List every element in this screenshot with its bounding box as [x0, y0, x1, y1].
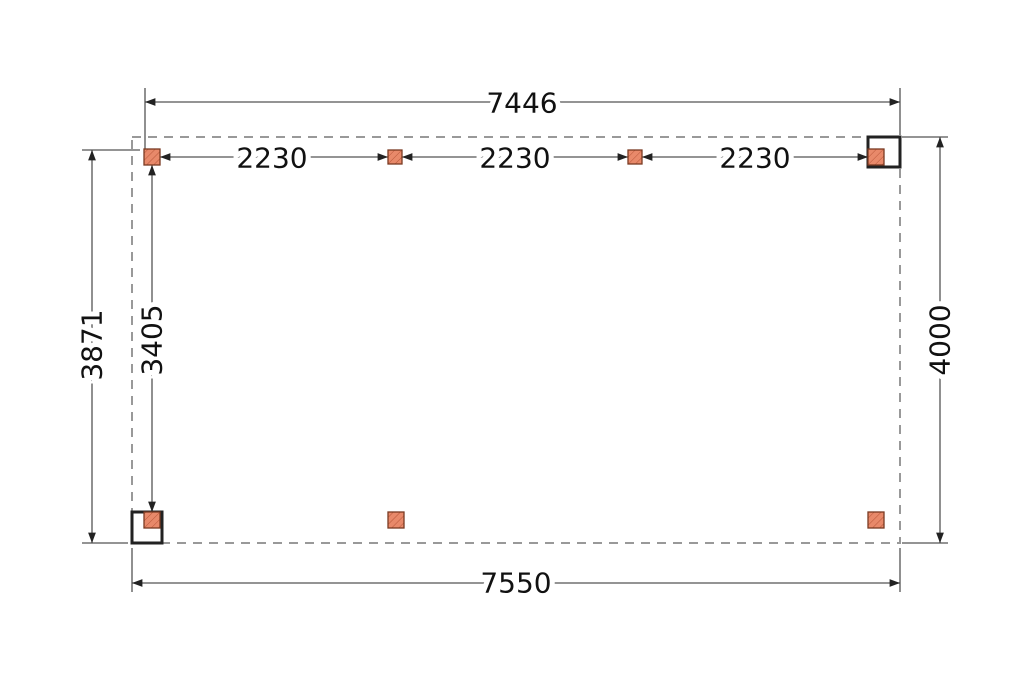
dimension-bottom-overall: 7550 — [131, 548, 901, 605]
dimension-post-spacing: 2230 2230 2230 — [160, 137, 868, 180]
dimension-left-inner: 3405 — [131, 165, 174, 512]
dimension-label: 2230 — [719, 142, 790, 175]
post — [867, 511, 885, 529]
roof-outline — [131, 136, 901, 544]
post — [387, 511, 405, 529]
post — [627, 149, 643, 165]
dimension-label: 3405 — [136, 304, 169, 375]
dimension-label: 4000 — [924, 304, 957, 375]
dimension-label: 3871 — [76, 309, 109, 380]
dimension-top-overall: 7446 — [144, 82, 901, 150]
post — [387, 149, 403, 165]
post — [143, 511, 161, 529]
dimension-label: 2230 — [236, 142, 307, 175]
post — [867, 148, 885, 166]
dimension-left-overall: 3871 — [71, 149, 140, 544]
dimension-right-overall: 4000 — [902, 136, 962, 544]
dimension-label: 7550 — [480, 567, 551, 600]
post — [143, 148, 161, 166]
dimension-label: 7446 — [486, 87, 557, 120]
dimension-label: 2230 — [479, 142, 550, 175]
